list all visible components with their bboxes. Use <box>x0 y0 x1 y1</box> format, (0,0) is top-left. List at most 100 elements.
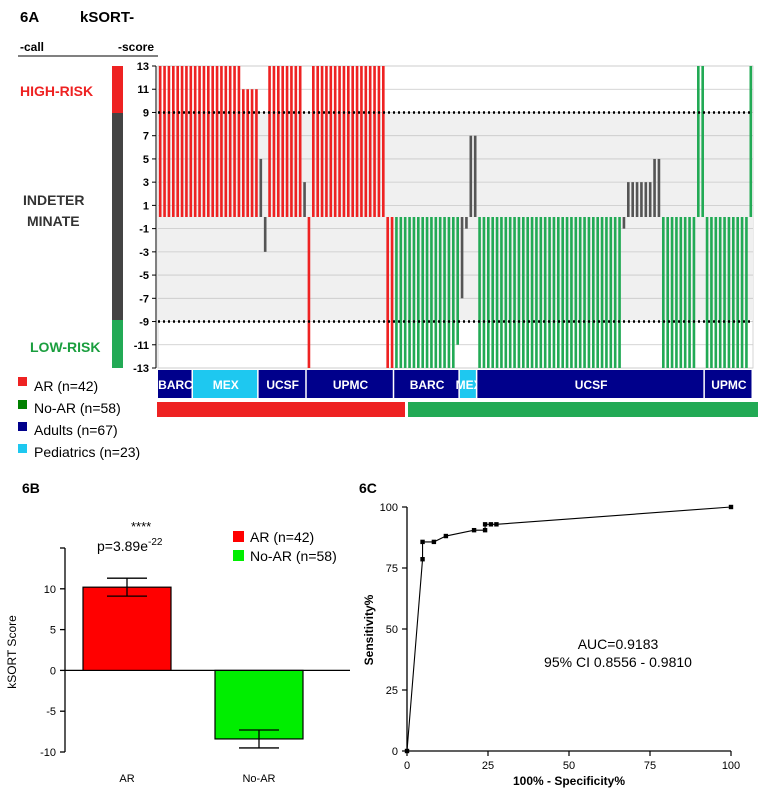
score-bar <box>351 66 354 217</box>
score-bar <box>303 182 306 217</box>
cohort-block-mex <box>459 370 476 398</box>
score-bar <box>220 66 223 217</box>
risk-bar-high <box>112 66 123 113</box>
cohort-label: UPMC <box>333 378 369 392</box>
roc-point <box>420 557 425 562</box>
y-tick-label-6a: -7 <box>139 293 149 305</box>
score-bar <box>307 217 311 368</box>
score-bar <box>662 217 665 368</box>
score-bar <box>473 135 477 217</box>
roc-point <box>471 527 477 533</box>
y-tick-label-6a: 7 <box>143 131 149 143</box>
ci-text: 95% CI 0.8556 - 0.9810 <box>544 654 692 670</box>
pvalue-prefix: p=3.89e <box>97 538 148 554</box>
y-ticks-6b: 10 5 0 -5 -10 <box>40 547 65 759</box>
legend-6a-ar-swatch <box>18 377 27 386</box>
panel-6c-label: 6C <box>359 480 377 496</box>
score-bar <box>548 217 551 368</box>
indeterminate-label-1: INDETER <box>23 192 84 208</box>
score-bar <box>382 66 385 217</box>
legend-6a-adults: Adults (n=67) <box>34 422 118 438</box>
score-bar <box>469 135 473 217</box>
score-bar <box>386 217 389 368</box>
score-bar <box>228 66 232 217</box>
score-bar <box>557 217 560 368</box>
score-bar <box>211 66 214 217</box>
score-bar <box>417 217 420 368</box>
score-bar <box>500 217 503 368</box>
score-bar <box>749 66 753 217</box>
risk-bar-indeterminate <box>112 113 123 320</box>
y-tick-label-6a: -9 <box>139 317 149 329</box>
score-bar <box>347 66 350 217</box>
score-header: -score <box>118 40 154 54</box>
score-bar <box>740 217 744 368</box>
score-bar <box>543 217 547 368</box>
score-bar <box>478 217 481 368</box>
cohort-block-ucsf <box>477 370 704 398</box>
cohort-block-upmc <box>704 370 752 398</box>
score-bar <box>272 66 276 217</box>
legend-6a-pediatrics-swatch <box>18 444 27 453</box>
score-bar <box>613 217 617 368</box>
legend-6b-ar: AR (n=42) <box>250 529 314 545</box>
y-label-6b: kSORT Score <box>5 615 19 689</box>
high-risk-label: HIGH-RISK <box>20 83 93 99</box>
call-header: -call <box>20 40 44 54</box>
score-bar <box>456 217 459 345</box>
score-bar <box>434 217 438 368</box>
x-tick-label-6c: 0 <box>404 760 410 772</box>
score-bar <box>443 217 446 368</box>
score-bar <box>176 66 179 217</box>
panel-6a-title: kSORT- <box>80 9 134 26</box>
score-bar <box>290 66 293 217</box>
score-bar <box>727 217 731 368</box>
status-strip-no-ar <box>408 402 758 417</box>
legend-6b-no-ar: No-AR (n=58) <box>250 548 337 564</box>
score-bar <box>552 217 556 368</box>
score-bar <box>447 217 451 368</box>
y-tick-label-6c: 25 <box>386 685 398 697</box>
cohort-strip: BARC MEX UCSF UPMC BARC MEX UCSF UPMC <box>158 370 752 398</box>
score-bar <box>285 66 289 217</box>
cohort-label: MEX <box>456 378 482 392</box>
score-bar <box>255 89 258 217</box>
score-bar <box>508 217 512 368</box>
score-bar <box>622 217 626 229</box>
cohort-label: UCSF <box>266 378 299 392</box>
y-tick-label-6c: 50 <box>386 624 398 636</box>
x-tick-label-6c: 100 <box>722 760 740 772</box>
score-bars <box>158 66 753 368</box>
score-bar <box>627 182 630 217</box>
roc-curve <box>406 506 732 752</box>
roc-point <box>420 539 425 545</box>
x-label-ar: AR <box>119 773 134 785</box>
roc-point <box>488 522 494 527</box>
score-bar <box>202 66 206 217</box>
x-label-6c: 100% - Specificity% <box>513 774 625 788</box>
y-tick-label-6a: 11 <box>137 84 149 96</box>
score-bar <box>390 217 394 368</box>
bar-6b-no-ar <box>214 669 304 740</box>
score-bar <box>338 66 341 217</box>
score-bar <box>631 182 634 217</box>
score-bar <box>320 66 324 217</box>
score-bar <box>635 182 639 217</box>
y-tick-label-6c: 75 <box>386 563 398 575</box>
score-bar <box>233 66 236 217</box>
score-bar <box>224 66 228 217</box>
score-bar <box>377 66 381 217</box>
score-bar <box>517 217 521 368</box>
legend-6a-no-ar: No-AR (n=58) <box>34 400 121 416</box>
score-bar <box>342 66 346 217</box>
score-bar <box>250 89 254 217</box>
score-bar <box>732 217 735 368</box>
score-bar <box>570 217 573 368</box>
panel-6c: 6C 0 25 50 75 100 0 25 50 75 100 Sensitivity% 100… <box>359 480 740 788</box>
score-bar <box>207 66 210 217</box>
y-tick-label-6a: -1 <box>139 224 149 236</box>
score-bar <box>723 217 726 368</box>
score-bar <box>718 217 722 368</box>
auc-text: AUC=0.9183 <box>578 636 659 652</box>
score-bar <box>565 217 569 368</box>
